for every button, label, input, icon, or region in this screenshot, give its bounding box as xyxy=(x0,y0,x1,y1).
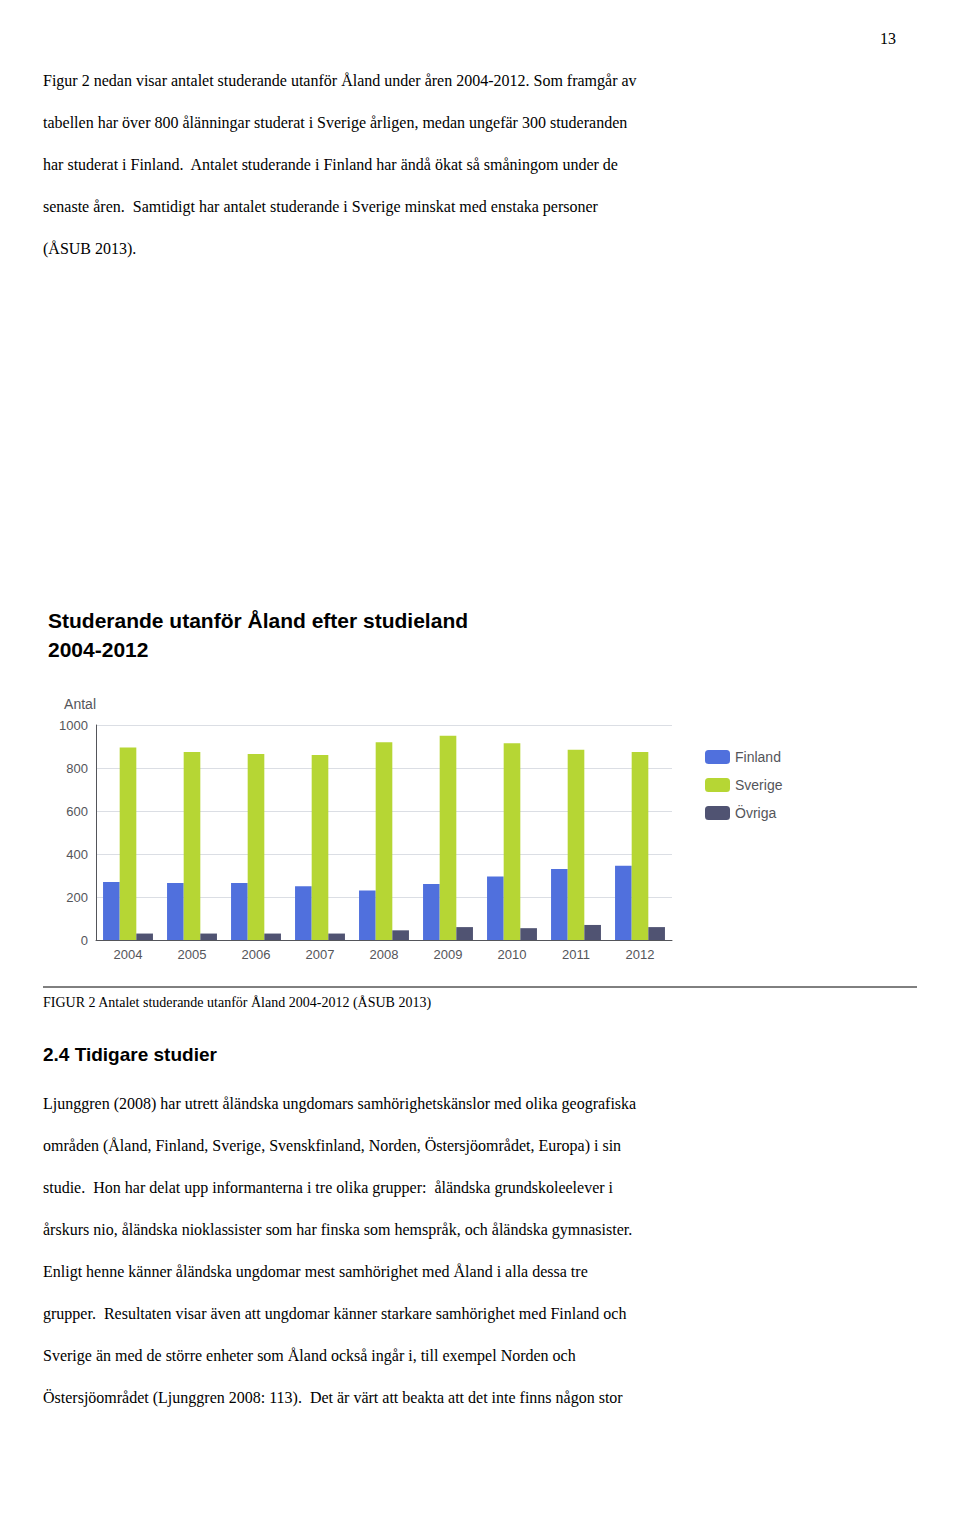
svg-text:FIGUR 2 Antalet studerande uta: FIGUR 2 Antalet studerande utanför Åland… xyxy=(43,995,431,1011)
svg-text:800: 800 xyxy=(66,761,88,776)
svg-text:2011: 2011 xyxy=(562,947,590,962)
svg-text:Ljunggren (2008) har utrett ål: Ljunggren (2008) har utrett åländska ung… xyxy=(43,1095,636,1113)
svg-text:2005: 2005 xyxy=(178,947,207,962)
svg-text:0: 0 xyxy=(81,933,88,948)
svg-text:Figur 2 nedan visar antalet st: Figur 2 nedan visar antalet studerande u… xyxy=(43,72,637,90)
svg-text:2.4 Tidigare studier: 2.4 Tidigare studier xyxy=(43,1044,217,1065)
svg-text:2008: 2008 xyxy=(370,947,399,962)
svg-text:Studerande utanför Åland efter: Studerande utanför Åland efter studielan… xyxy=(48,609,468,632)
svg-text:2006: 2006 xyxy=(242,947,271,962)
svg-text:400: 400 xyxy=(66,847,88,862)
svg-text:studie. Hon har delat upp inf: studie. Hon har delat upp informanterna … xyxy=(43,1179,614,1197)
svg-text:Finland: Finland xyxy=(735,749,781,765)
svg-text:2004: 2004 xyxy=(114,947,143,962)
svg-text:2010: 2010 xyxy=(498,947,527,962)
svg-text:2007: 2007 xyxy=(306,947,335,962)
svg-text:Antal: Antal xyxy=(64,696,96,712)
svg-text:områden (Åland, Finland, Sveri: områden (Åland, Finland, Sverige, Svensk… xyxy=(43,1137,621,1155)
svg-text:200: 200 xyxy=(66,890,88,905)
svg-text:13: 13 xyxy=(880,30,896,47)
svg-text:årskurs nio, åländska nioklass: årskurs nio, åländska nioklassister som … xyxy=(43,1221,632,1239)
svg-text:Sverige än med de större enhet: Sverige än med de större enheter som Åla… xyxy=(43,1347,576,1365)
svg-text:tabellen har över 800 ålänning: tabellen har över 800 ålänningar studera… xyxy=(43,114,627,132)
svg-text:Sverige: Sverige xyxy=(735,777,783,793)
svg-text:Enligt henne känner åländska u: Enligt henne känner åländska ungdomar me… xyxy=(43,1263,588,1281)
svg-text:2004-2012: 2004-2012 xyxy=(48,638,148,661)
svg-text:600: 600 xyxy=(66,804,88,819)
svg-text:(ÅSUB 2013).: (ÅSUB 2013). xyxy=(43,240,136,258)
svg-text:Östersjöområdet (Ljunggren 200: Östersjöområdet (Ljunggren 2008: 113). D… xyxy=(43,1389,623,1407)
svg-text:senaste åren. Samtidigt har a: senaste åren. Samtidigt har antalet stud… xyxy=(43,198,599,216)
svg-text:2009: 2009 xyxy=(434,947,463,962)
svg-text:2012: 2012 xyxy=(626,947,655,962)
svg-text:1000: 1000 xyxy=(59,718,88,733)
svg-text:Övriga: Övriga xyxy=(735,804,776,821)
svg-text:grupper. Resultaten visar äve: grupper. Resultaten visar även att ungdo… xyxy=(43,1305,626,1323)
svg-text:har studerat i Finland. Antal: har studerat i Finland. Antalet studeran… xyxy=(43,156,618,174)
